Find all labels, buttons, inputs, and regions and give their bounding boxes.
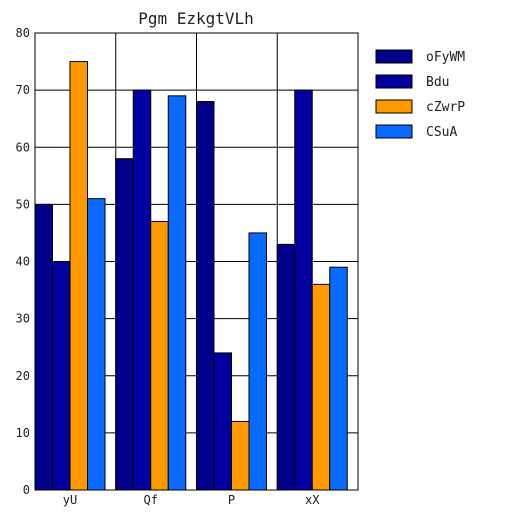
- chart-title: Pgm EzkgtVLh: [138, 9, 254, 28]
- legend-label-cZwrP: cZwrP: [426, 100, 465, 115]
- bar-oFyWM-xX: [276, 243, 296, 491]
- y-tick-label: 60: [16, 140, 30, 154]
- bar-Bdu-yU: [52, 261, 71, 491]
- y-tick-label: 50: [16, 197, 30, 211]
- legend-swatch-oFyWM: [375, 49, 413, 64]
- bar-Bdu-P: [213, 352, 232, 491]
- legend-swatch-Bdu: [375, 74, 413, 89]
- x-tick-label: yU: [63, 493, 77, 507]
- legend: oFyWM Bdu cZwrP CSuA: [375, 49, 465, 140]
- bar-cZwrP-P: [231, 420, 250, 491]
- bars: [34, 61, 348, 491]
- bar-oFyWM-P: [196, 101, 215, 491]
- y-tick-label: 20: [16, 369, 30, 383]
- x-tick-label: xX: [305, 493, 320, 507]
- y-tick-label: 30: [16, 312, 30, 326]
- legend-label-oFyWM: oFyWM: [426, 50, 465, 65]
- y-tick-label: 40: [16, 255, 30, 269]
- bar-oFyWM-yU: [34, 203, 53, 491]
- bar-CSuA-Qf: [167, 95, 187, 491]
- y-tick-label: 0: [23, 483, 30, 497]
- legend-label-CSuA: CSuA: [426, 125, 457, 140]
- bar-cZwrP-xX: [311, 283, 331, 491]
- x-tick-label: P: [228, 493, 235, 507]
- bar-Bdu-xX: [294, 89, 313, 491]
- legend-swatch-cZwrP: [375, 99, 413, 114]
- y-tick-label: 70: [16, 83, 30, 97]
- y-axis-ticks: 0 10 20 30 40 50 60 70 80: [16, 26, 30, 497]
- legend-label-Bdu: Bdu: [426, 75, 449, 90]
- x-tick-label: Qf: [144, 493, 158, 507]
- y-tick-label: 10: [16, 426, 30, 440]
- bar-cZwrP-Qf: [150, 221, 169, 491]
- y-tick-label: 80: [16, 26, 30, 40]
- legend-swatch-CSuA: [375, 124, 413, 139]
- bar-CSuA-xX: [329, 266, 348, 491]
- plot-frame: [34, 32, 359, 491]
- bar-cZwrP-yU: [69, 61, 88, 491]
- bar-Bdu-Qf: [132, 89, 152, 491]
- bar-oFyWM-Qf: [115, 158, 134, 491]
- bar-CSuA-yU: [87, 198, 106, 491]
- bar-CSuA-P: [248, 232, 267, 491]
